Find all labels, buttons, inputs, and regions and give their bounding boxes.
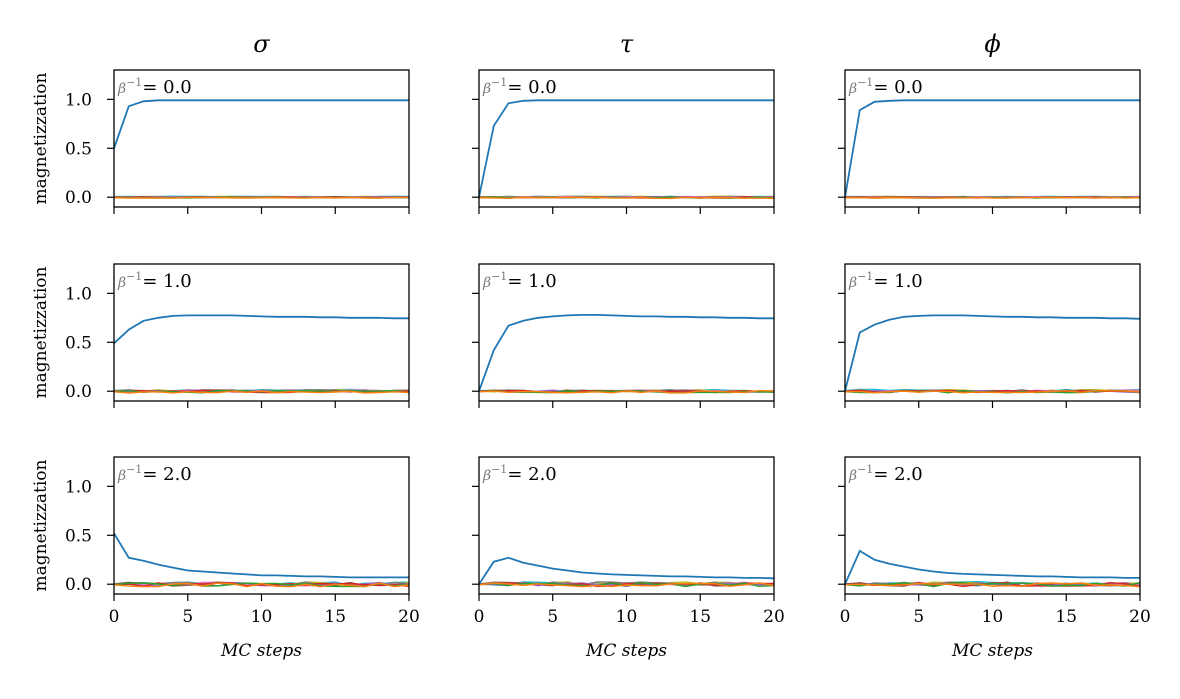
y-tick-label: 1.0 xyxy=(65,477,92,497)
x-tick-label: 0 xyxy=(474,607,485,627)
x-tick-label: 0 xyxy=(840,607,851,627)
series-line xyxy=(478,196,775,200)
x-tick-label: 20 xyxy=(763,607,785,627)
series-line xyxy=(844,389,1141,394)
x-axis-label: MC steps xyxy=(220,641,302,661)
y-tick-label: 0.0 xyxy=(65,188,92,208)
series-line-main xyxy=(113,99,409,149)
series-line xyxy=(113,389,410,394)
x-tick-label: 10 xyxy=(616,607,638,627)
x-tick-label: 10 xyxy=(251,607,273,627)
series-line xyxy=(844,582,1141,588)
y-tick-label: 0.5 xyxy=(65,139,92,159)
temperature-label: β−1= 1.0 xyxy=(848,270,923,292)
column-title: σ xyxy=(253,30,270,58)
subplot: 0 5 10 15 20 0.0 0.5 1.0 β−1= 2.0 magnetizzation M… xyxy=(31,456,420,661)
temperature-label: β−1= 1.0 xyxy=(117,270,192,292)
x-tick-label: 10 xyxy=(982,607,1004,627)
series-line xyxy=(113,390,410,394)
subplot: β−1= 0.0 xyxy=(472,69,775,214)
x-tick-label: 0 xyxy=(109,607,120,627)
y-tick-label: 0.0 xyxy=(65,382,92,402)
series-line xyxy=(478,581,775,588)
series-line-main xyxy=(478,313,774,392)
temperature-label: β−1= 0.0 xyxy=(848,76,923,98)
temperature-label: β−1= 0.0 xyxy=(482,76,557,98)
x-tick-label: 5 xyxy=(182,607,193,627)
temperature-label: β−1= 2.0 xyxy=(482,463,557,485)
x-tick-label: 5 xyxy=(547,607,558,627)
column-title: ϕ xyxy=(984,30,1000,58)
series-line xyxy=(113,582,410,588)
x-tick-label: 20 xyxy=(398,607,420,627)
y-tick-label: 0.5 xyxy=(65,333,92,353)
y-tick-label: 1.0 xyxy=(65,284,92,304)
series-line xyxy=(478,389,775,394)
series-line xyxy=(113,196,410,199)
series-line-main xyxy=(113,532,409,579)
column-title: τ xyxy=(620,30,634,58)
series-line xyxy=(113,582,410,587)
temperature-label: β−1= 0.0 xyxy=(117,76,192,98)
x-tick-label: 15 xyxy=(324,607,346,627)
subplot: β−1= 1.0 xyxy=(472,263,775,408)
y-tick-label: 0.0 xyxy=(65,575,92,595)
series-line xyxy=(478,582,775,588)
y-axis-label: magnetizzation xyxy=(31,459,51,591)
subplot: β−1= 0.0 xyxy=(838,69,1141,214)
subplot: 0 5 10 15 20 β−1= 2.0 MC steps xyxy=(472,456,785,661)
temperature-label: β−1= 1.0 xyxy=(482,270,557,292)
temperature-label: β−1= 2.0 xyxy=(117,463,192,485)
series-line-main xyxy=(844,99,1140,198)
subplot: 0.0 0.5 1.0 β−1= 0.0 magnetizzation xyxy=(31,69,410,214)
series-line xyxy=(844,196,1141,199)
temperature-label: β−1= 2.0 xyxy=(848,463,923,485)
series-line-main xyxy=(478,99,774,198)
series-line-main xyxy=(844,549,1140,585)
x-tick-label: 5 xyxy=(913,607,924,627)
subplot: β−1= 1.0 xyxy=(838,263,1141,408)
x-axis-label: MC steps xyxy=(951,641,1033,661)
series-line-main xyxy=(478,556,775,585)
series-line-main xyxy=(113,314,409,344)
x-axis-label: MC steps xyxy=(585,641,667,661)
subplot: 0 5 10 15 20 β−1= 2.0 MC steps xyxy=(838,456,1151,661)
subplot: 0.0 0.5 1.0 β−1= 1.0 magnetizzation xyxy=(31,263,410,408)
y-axis-label: magnetizzation xyxy=(31,266,51,398)
y-axis-label: magnetizzation xyxy=(31,72,51,204)
series-line-main xyxy=(844,314,1141,392)
y-tick-label: 0.5 xyxy=(65,526,92,546)
y-tick-label: 1.0 xyxy=(65,90,92,110)
x-tick-label: 20 xyxy=(1129,607,1151,627)
x-tick-label: 15 xyxy=(1055,607,1077,627)
x-tick-label: 15 xyxy=(689,607,711,627)
